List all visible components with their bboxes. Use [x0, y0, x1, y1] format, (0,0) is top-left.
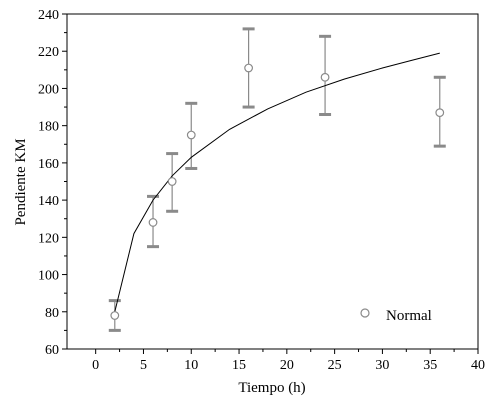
legend-marker	[360, 308, 370, 318]
data-point	[244, 63, 254, 73]
y-tick-label: 160	[38, 157, 59, 172]
data-point	[186, 130, 196, 140]
y-tick-label: 220	[38, 45, 59, 60]
legend: Normal	[360, 308, 432, 324]
y-axis-title: Pendiente KM	[13, 138, 29, 225]
x-tick-label: 20	[280, 358, 294, 373]
x-tick-label: 35	[423, 358, 437, 373]
x-tick-label: 0	[92, 358, 99, 373]
data-point	[320, 72, 330, 82]
y-tick-label: 200	[38, 82, 59, 97]
x-axis-title: Tiempo (h)	[238, 380, 305, 396]
error-bars	[108, 27, 446, 332]
y-tick-label: 120	[38, 231, 59, 246]
x-tick-label: 5	[140, 358, 147, 373]
x-tick-label: 30	[375, 358, 389, 373]
data-point	[435, 108, 445, 118]
axis-ticks: 0 5 10 15 20 25 30 35 40 60 80 100 120 140 160 180 200 22…	[38, 8, 485, 373]
data-point	[110, 311, 120, 320]
fit-curve	[114, 52, 440, 312]
data-point	[167, 177, 177, 186]
x-tick-label: 10	[184, 358, 198, 373]
y-tick-label: 60	[45, 343, 59, 358]
y-tick-label: 140	[38, 194, 59, 209]
data-points	[110, 63, 445, 320]
legend-label: Normal	[386, 308, 432, 324]
y-tick-label: 100	[38, 269, 59, 284]
x-tick-label: 40	[471, 358, 485, 373]
y-tick-label: 240	[38, 8, 59, 23]
plot-frame	[66, 13, 479, 350]
x-tick-label: 15	[232, 358, 246, 373]
x-tick-label: 25	[328, 358, 342, 373]
y-tick-label: 80	[45, 306, 59, 321]
data-point	[148, 218, 158, 227]
y-tick-label: 180	[38, 120, 59, 135]
